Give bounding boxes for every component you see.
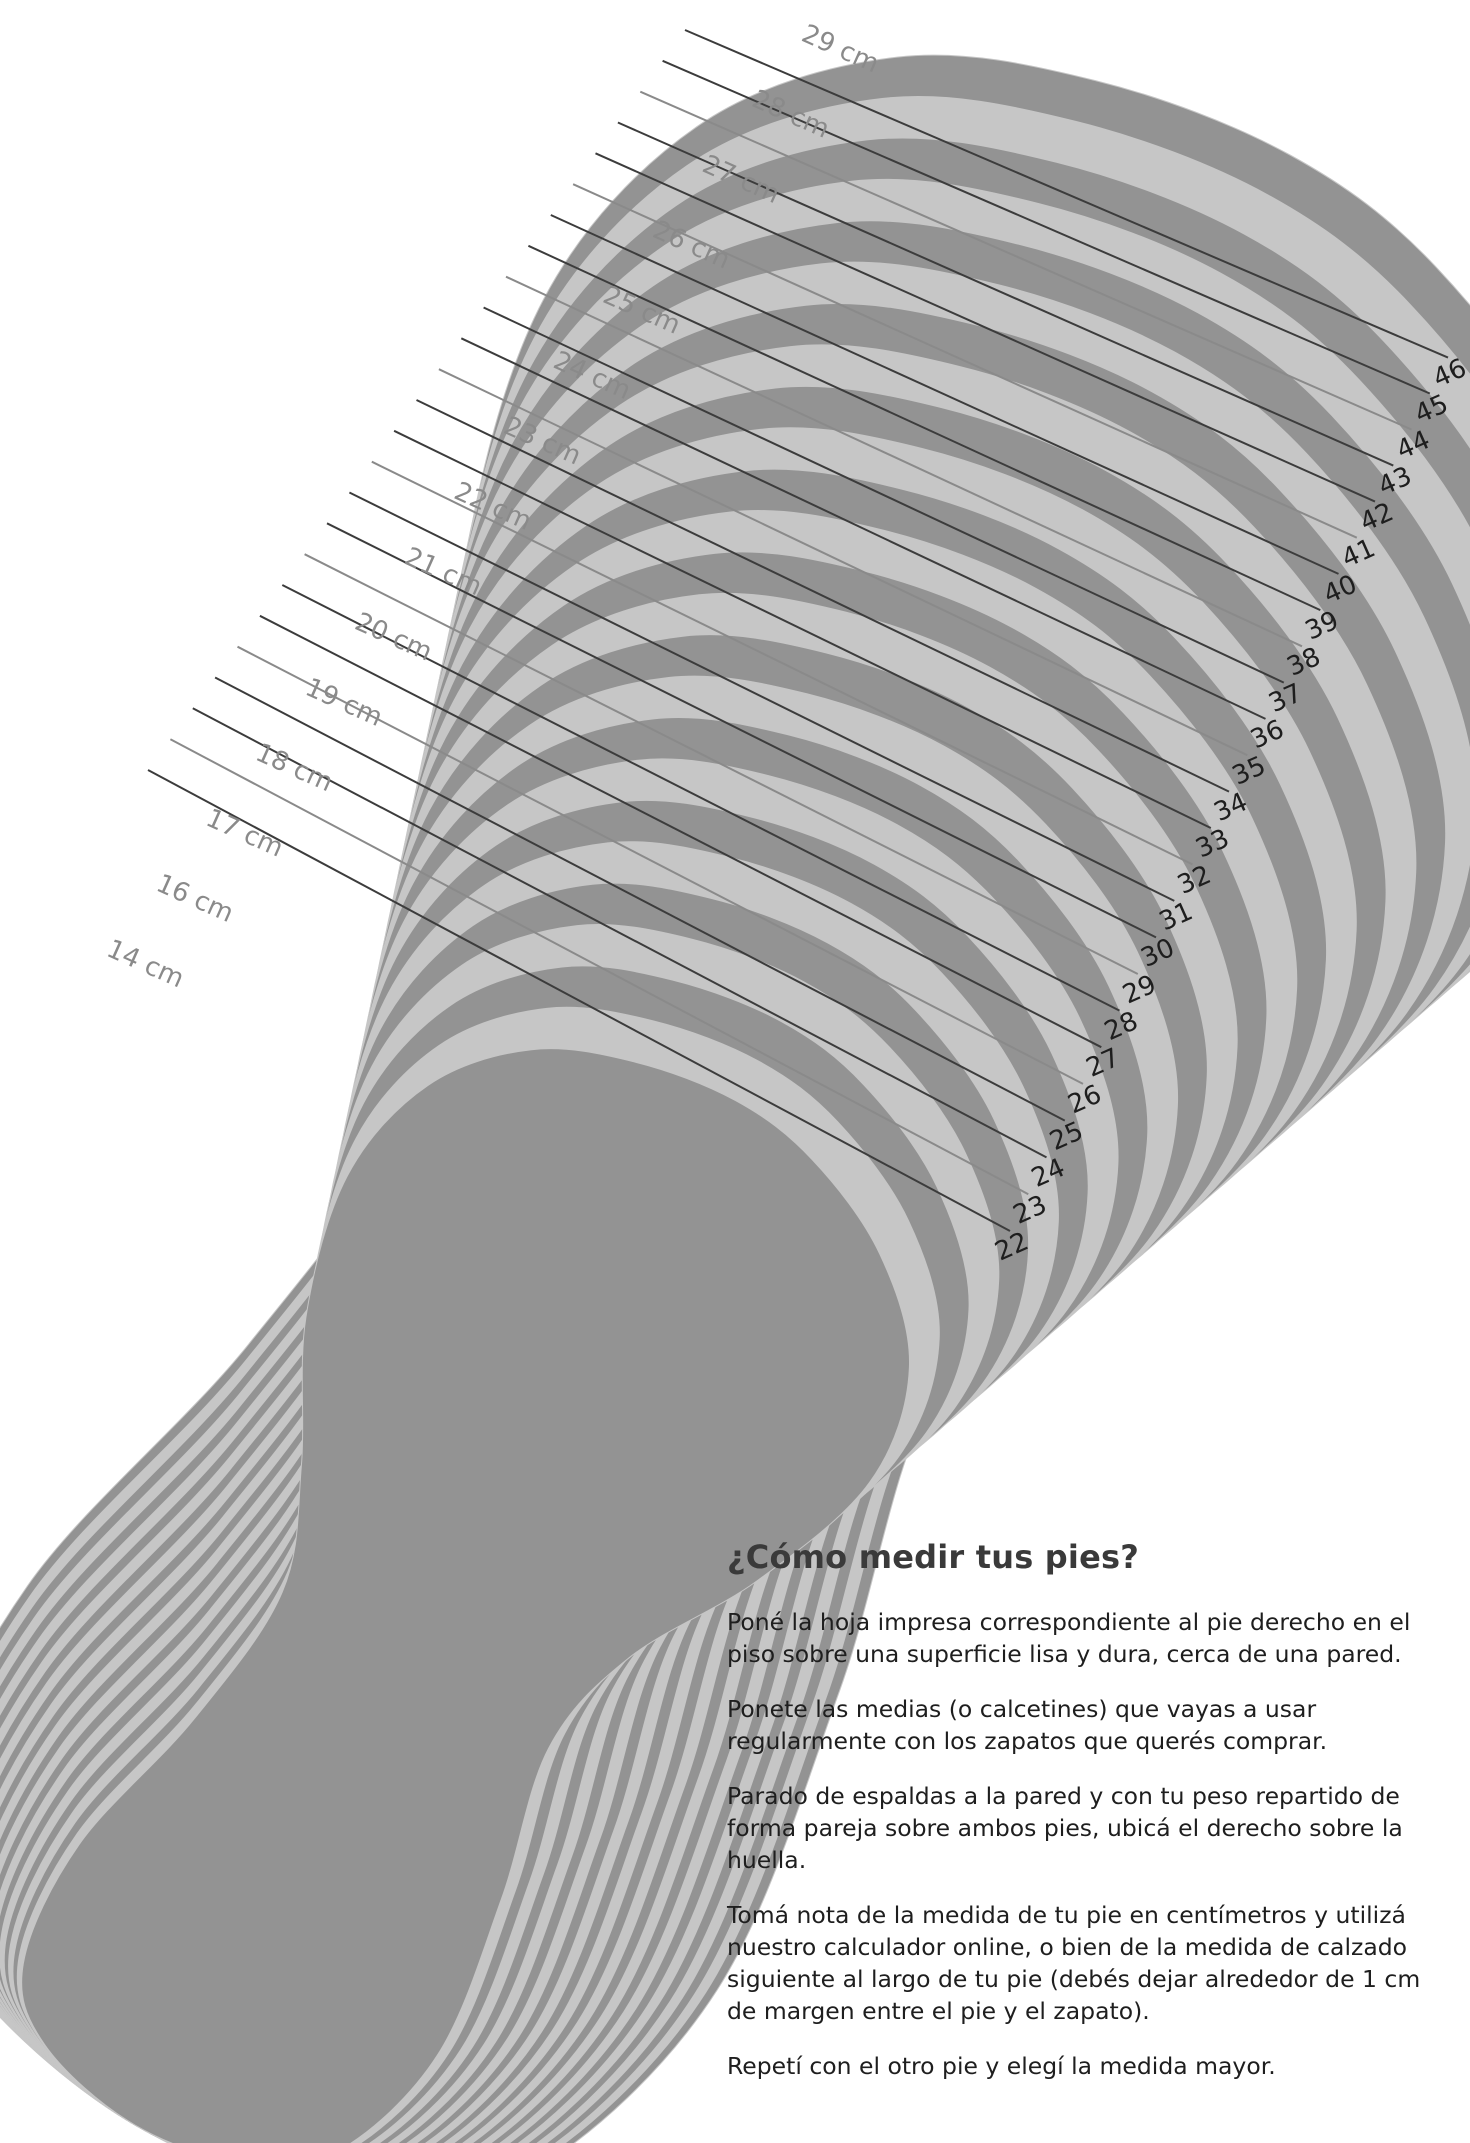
guide-line-size-22	[147, 769, 1011, 1232]
guide-line-size-31	[348, 491, 1175, 902]
guide-line-size-33	[393, 429, 1212, 829]
instruction-step-3: Parado de espaldas a la pared y con tu p…	[727, 1782, 1403, 1874]
guide-line-size-26	[237, 645, 1084, 1085]
guide-line-size-35	[438, 368, 1248, 757]
footprint-outline-size-22	[21, 1048, 910, 2143]
guide-line-size-30	[326, 522, 1157, 939]
guide-line-size-46	[684, 29, 1449, 359]
guide-line-size-32	[371, 460, 1193, 866]
cm-label: 17 cm	[201, 803, 287, 863]
guide-line-size-37	[483, 306, 1285, 684]
guide-line-size-34	[416, 399, 1230, 793]
guide-line-size-39	[527, 244, 1321, 612]
cm-label: 16 cm	[152, 869, 238, 929]
cm-label: 14 cm	[102, 934, 188, 994]
instructions-panel: ¿Cómo medir tus pies? Poné la hoja impre…	[727, 1538, 1452, 2105]
guide-line-size-36	[460, 337, 1266, 720]
guide-line-size-24	[192, 707, 1047, 1159]
guide-line-size-40	[550, 214, 1339, 575]
instructions-title: ¿Cómo medir tus pies?	[727, 1538, 1139, 1576]
guide-line-size-23	[169, 738, 1029, 1196]
guide-line-size-42	[595, 152, 1376, 503]
guide-line-size-38	[505, 275, 1303, 648]
guide-line-size-29	[304, 553, 1139, 975]
instruction-step-5: Repetí con el otro pie y elegí la medida…	[727, 2052, 1276, 2080]
guide-lines	[147, 29, 1449, 1232]
instruction-step-2: Ponete las medias (o calcetines) que vay…	[727, 1695, 1328, 1755]
guide-line-size-43	[617, 121, 1394, 467]
guide-line-size-41	[572, 183, 1358, 539]
cm-label: 19 cm	[301, 673, 387, 733]
guide-line-size-25	[214, 676, 1066, 1122]
guide-line-size-28	[281, 584, 1120, 1012]
footprint-outlines	[0, 54, 1470, 2143]
instruction-step-4: Tomá nota de la medida de tu pie en cent…	[727, 1901, 1421, 2025]
guide-line-size-45	[662, 59, 1431, 395]
guide-line-size-27	[259, 614, 1102, 1049]
guide-line-size-44	[639, 90, 1412, 431]
instruction-step-1: Poné la hoja impresa correspondiente al …	[727, 1608, 1411, 1668]
cm-label: 20 cm	[350, 607, 436, 667]
